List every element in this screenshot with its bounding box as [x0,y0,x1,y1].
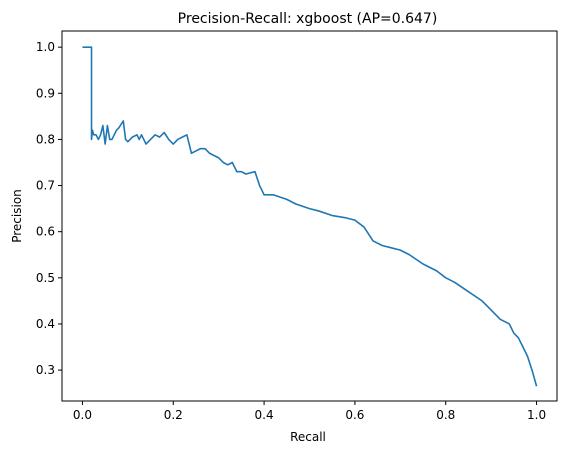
x-tick-label: 0.4 [255,408,274,422]
y-tick-label: 1.0 [36,40,55,54]
y-axis-ticks: 0.3 0.4 0.5 0.6 0.7 0.8 0.9 1.0 [36,40,62,377]
x-axis-label: Recall [290,430,326,444]
chart-title: Precision-Recall: xgboost (AP=0.647) [178,11,438,27]
x-axis-ticks: 0.0 0.2 0.4 0.6 0.8 1.0 [73,401,546,422]
x-tick-label: 0.2 [164,408,183,422]
y-tick-label: 0.3 [36,363,55,377]
y-tick-label: 0.5 [36,271,55,285]
y-tick-label: 0.9 [36,86,55,100]
x-tick-label: 0.8 [436,408,455,422]
plot-area [61,30,558,402]
series-line-0 [82,46,538,387]
axes-frame [61,30,558,402]
y-axis-label: Precision [10,189,24,243]
y-tick-label: 0.7 [36,179,55,193]
x-tick-label: 0.6 [345,408,364,422]
y-tick-label: 0.4 [36,317,55,331]
y-tick-label: 0.6 [36,225,55,239]
y-tick-label: 0.8 [36,132,55,146]
x-tick-label: 1.0 [527,408,546,422]
x-tick-label: 0.0 [73,408,92,422]
